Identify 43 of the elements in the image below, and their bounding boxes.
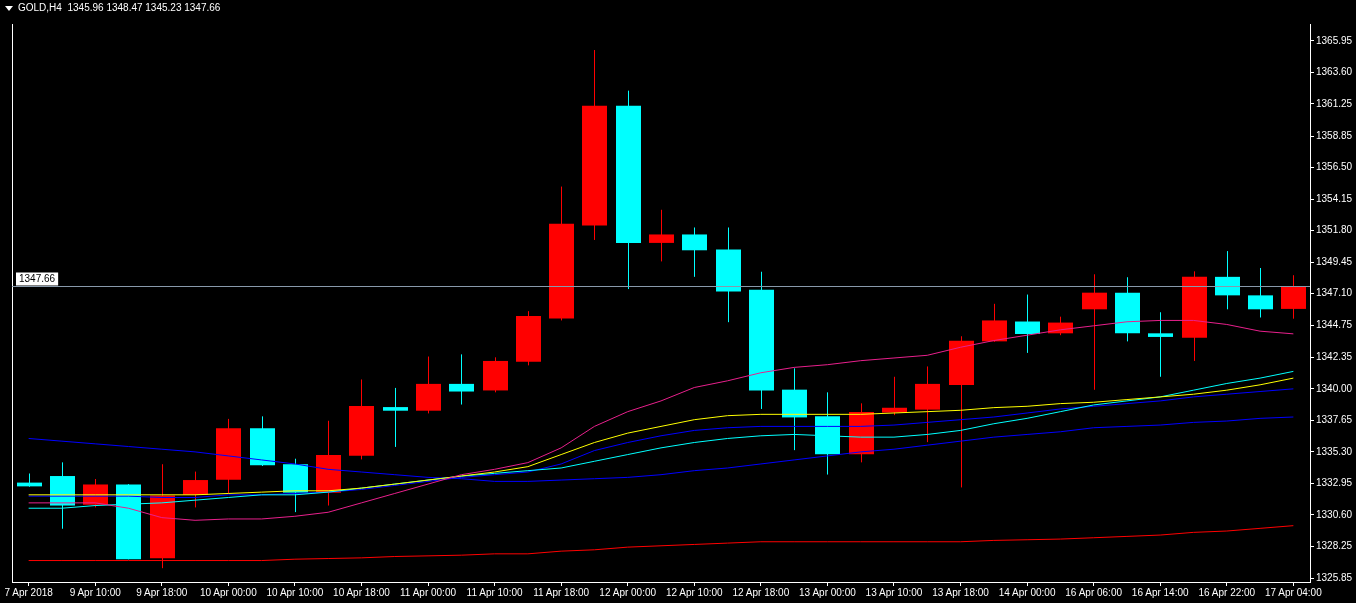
x-tick-label: 16 Apr 06:00 (1065, 586, 1123, 598)
y-tick-label: 1363.60 (1316, 66, 1353, 78)
y-tick-label: 1328.25 (1316, 540, 1353, 552)
y-tick-label: 1347.10 (1316, 287, 1353, 299)
ref-line-label: 1347.66 (19, 272, 56, 284)
y-tick-label: 1361.25 (1316, 97, 1353, 109)
x-tick-label: 16 Apr 14:00 (1131, 586, 1190, 598)
y-tick-label: 1342.35 (1316, 351, 1353, 363)
x-tick-label: 13 Apr 10:00 (865, 586, 923, 598)
x-tick-label: 13 Apr 00:00 (799, 586, 857, 598)
y-tick-label: 1354.15 (1316, 192, 1353, 204)
x-tick-label: 13 Apr 18:00 (932, 586, 990, 598)
y-tick-label: 1325.85 (1316, 572, 1353, 584)
y-tick-label: 1356.50 (1316, 161, 1353, 173)
x-tick-label: 16 Apr 22:00 (1198, 586, 1256, 598)
y-tick-label: 1358.85 (1316, 129, 1353, 141)
x-tick-label: 10 Apr 18:00 (333, 586, 391, 598)
x-tick-label: 9 Apr 10:00 (69, 586, 122, 598)
x-tick-label: 10 Apr 10:00 (266, 586, 324, 598)
y-tick-label: 1365.95 (1316, 34, 1353, 46)
x-tick-label: 12 Apr 18:00 (732, 586, 790, 598)
chart-title: GOLD,H4 1345.96 1348.47 1345.23 1347.66 (18, 2, 221, 13)
x-tick-label: 7 Apr 2018 (4, 586, 54, 598)
candlestick (649, 209, 674, 262)
x-tick-label: 12 Apr 10:00 (665, 586, 724, 598)
x-tick-label: 11 Apr 00:00 (400, 586, 457, 598)
x-tick-label: 12 Apr 00:00 (599, 586, 657, 598)
x-tick-label: 9 Apr 18:00 (136, 586, 188, 598)
y-tick-label: 1351.80 (1316, 224, 1353, 236)
y-tick-label: 1330.60 (1316, 508, 1353, 520)
y-tick-label: 1335.30 (1316, 445, 1353, 457)
y-tick-label: 1349.45 (1316, 255, 1353, 267)
candlestick (1148, 311, 1173, 378)
x-tick-label: 11 Apr 18:00 (533, 586, 590, 598)
x-tick-label: 10 Apr 00:00 (199, 586, 258, 598)
x-tick-label: 11 Apr 10:00 (466, 586, 524, 598)
y-tick-label: 1337.65 (1316, 414, 1353, 426)
y-tick-label: 1340.00 (1316, 382, 1353, 394)
x-tick-label: 14 Apr 00:00 (998, 586, 1056, 598)
x-tick-label: 17 Apr 04:00 (1265, 586, 1323, 598)
y-tick-label: 1344.75 (1316, 318, 1353, 330)
candlestick (383, 387, 408, 448)
y-tick-label: 1332.95 (1316, 477, 1353, 489)
